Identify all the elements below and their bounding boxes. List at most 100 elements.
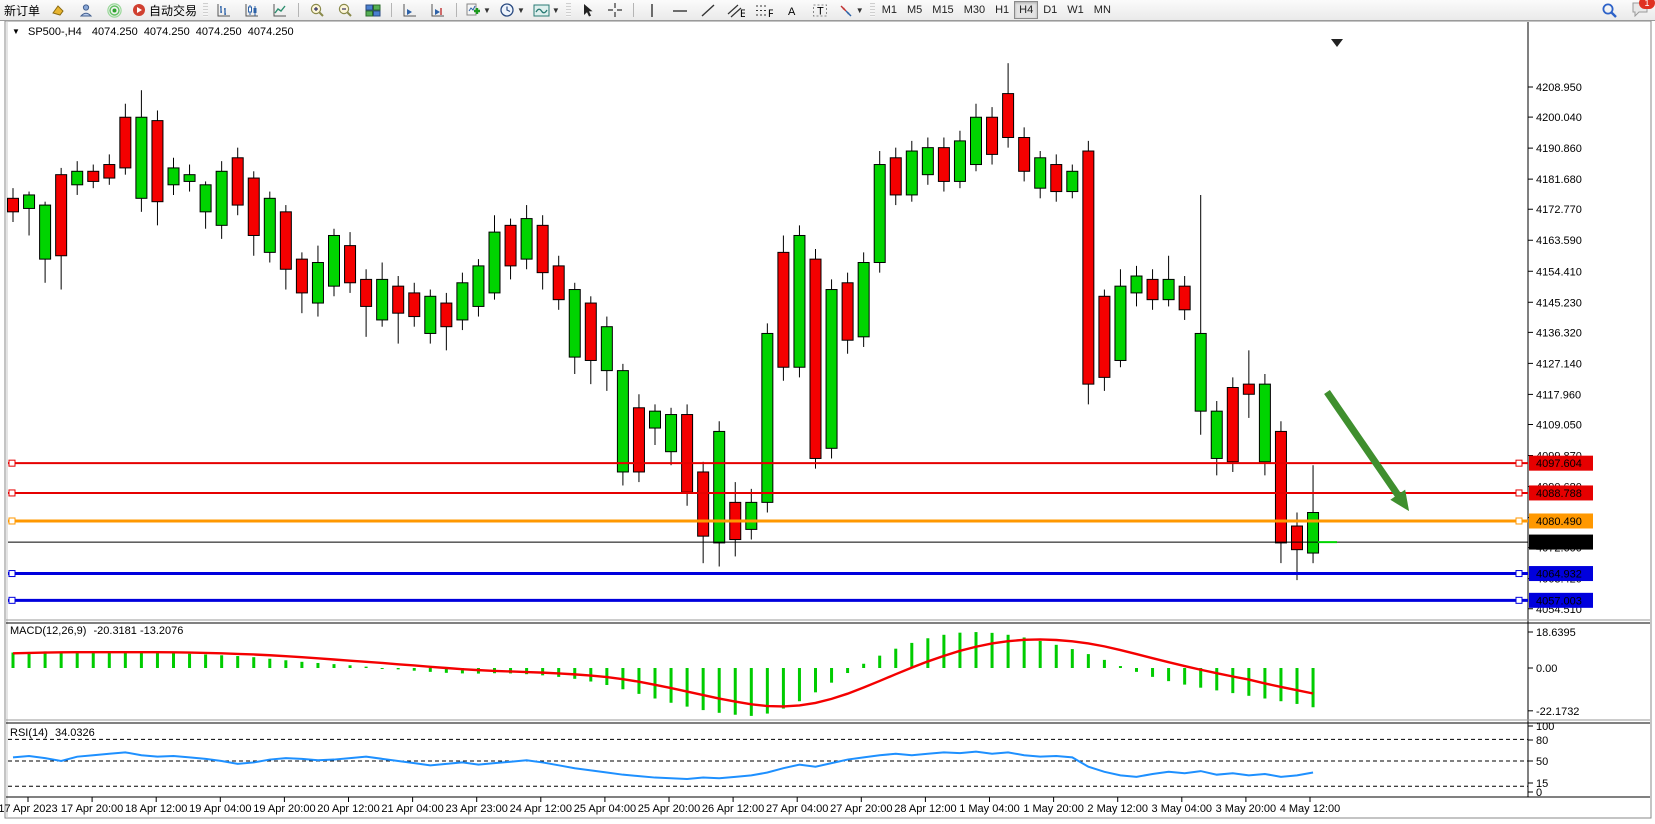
chart-shift-icon[interactable] [424,0,452,20]
line-handle[interactable] [8,570,16,578]
rsi-line [12,750,1314,781]
templates-dropdown-icon[interactable]: ▼ [551,5,560,15]
tf-button-M1[interactable]: M1 [877,1,902,19]
time-label: 17 Apr 2023 [0,803,58,815]
tf-button-W1[interactable]: W1 [1062,1,1089,19]
templates-icon[interactable]: ▼ [529,0,564,20]
time-label: 26 Apr 12:00 [702,803,764,815]
fibonacci-icon[interactable]: F [750,0,778,20]
candlestick-icon[interactable] [238,0,266,20]
svg-text:A: A [788,6,796,18]
line-handle[interactable] [1515,570,1523,578]
macd-bar [1215,668,1219,691]
chat-button[interactable]: 1 [1631,0,1655,20]
macd-bar [974,632,978,668]
macd-bar [653,668,657,699]
time-label: 4 May 12:00 [1280,803,1341,815]
new-order-button[interactable]: 新订单 [0,1,44,19]
time-label: 27 Apr 20:00 [830,803,892,815]
periods-icon[interactable]: ▼ [495,0,529,20]
autotrading-label: 自动交易 [149,3,198,18]
macd-bar [348,665,352,668]
shapes-icon[interactable]: ▼ [834,0,868,20]
search-icon[interactable] [1595,0,1623,20]
channel-icon[interactable]: E [722,0,750,20]
auto-scroll-icon[interactable] [396,0,424,20]
macd-bar [204,654,208,668]
crosshair-icon[interactable] [601,0,629,20]
line-chart-icon[interactable] [266,0,294,20]
candle [1002,93,1015,139]
line-handle[interactable] [8,517,16,525]
autotrading-button[interactable]: 自动交易 [128,1,201,19]
line-handle[interactable] [1515,596,1523,604]
tf-button-H4[interactable]: H4 [1014,1,1039,19]
svg-text:4163.590: 4163.590 [1536,235,1582,247]
line-handle[interactable] [1515,517,1523,525]
line-handle[interactable] [8,489,16,497]
cursor-icon[interactable] [573,0,601,20]
candle [1307,512,1320,554]
candle [199,184,212,213]
rsi-label: RSI(14) 34.0326 [10,727,95,739]
tile-windows-icon[interactable] [359,0,387,20]
line-handle[interactable] [8,459,16,467]
candle [360,278,373,307]
svg-text:4127.140: 4127.140 [1536,358,1582,370]
ohlc-close: 4074.250 [247,26,294,38]
tf-button-D1[interactable]: D1 [1038,1,1062,19]
candle [681,414,694,493]
macd-bar [1102,659,1106,668]
line-handle[interactable] [8,596,16,604]
tf-button-H1[interactable]: H1 [990,1,1014,19]
tf-button-M5[interactable]: M5 [902,1,927,19]
macd-bar [300,661,304,668]
macd-bar [1054,644,1058,668]
macd-bar [332,664,336,668]
shift-marker[interactable] [1331,39,1343,47]
macd-bar [814,668,817,693]
text-label-icon[interactable]: T [806,0,834,20]
signals-icon[interactable] [100,0,128,20]
tf-button-MN[interactable]: MN [1089,1,1116,19]
tf-button-M15[interactable]: M15 [927,1,958,19]
bar-chart-icon[interactable] [210,0,238,20]
trendline-icon[interactable] [694,0,722,20]
line-handle[interactable] [1515,489,1523,497]
horizontal-line-icon[interactable] [666,0,694,20]
zoom-out-icon[interactable] [331,0,359,20]
price-line-label: 4057.003 [1536,595,1582,607]
candle [1146,278,1159,301]
candle [1034,157,1047,189]
order-history-icon[interactable] [44,0,72,20]
candle [488,231,501,294]
chart-menu-icon[interactable]: ▼ [12,27,20,36]
candle [1258,383,1271,463]
vertical-line-icon[interactable] [638,0,666,20]
svg-text:4208.950: 4208.950 [1536,82,1582,94]
candle [167,167,180,186]
macd-bar [717,668,721,713]
text-icon[interactable]: A [778,0,806,20]
macd-bar [316,662,320,668]
time-label: 28 Apr 12:00 [894,803,956,815]
indicators-icon[interactable]: ▼ [461,0,495,20]
line-handle[interactable] [1515,459,1523,467]
symbol-period-label: SP500-,H4 [27,26,82,38]
profile-icon[interactable] [72,0,100,20]
zoom-in-icon[interactable] [303,0,331,20]
trend-arrow[interactable] [1324,390,1410,512]
candle [873,164,886,264]
svg-text:4154.410: 4154.410 [1536,266,1582,278]
candle [344,245,357,284]
candle [1178,285,1191,311]
macd-bar [1279,668,1283,702]
shapes-dropdown-icon[interactable]: ▼ [855,5,864,15]
macd-bar [685,668,689,707]
time-label: 3 May 20:00 [1216,803,1277,815]
tf-button-M30[interactable]: M30 [959,1,990,19]
indicators-dropdown-icon[interactable]: ▼ [483,5,491,15]
periods-dropdown-icon[interactable]: ▼ [516,5,525,15]
candle [632,407,645,473]
